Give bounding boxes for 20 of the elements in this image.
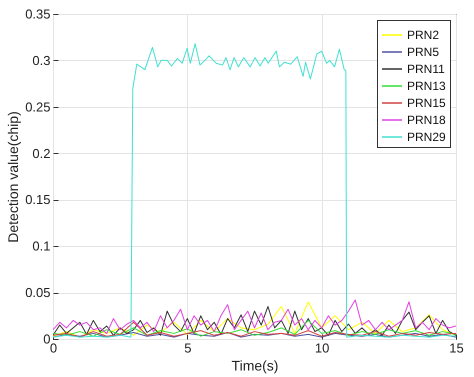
legend-label: PRN13 <box>407 79 446 93</box>
legend-label: PRN15 <box>407 96 446 110</box>
y-tick-label: 0.05 <box>25 285 50 300</box>
y-tick-label: 0.3 <box>32 52 50 68</box>
y-tick-label: 0.2 <box>32 146 50 161</box>
legend-label: PRN29 <box>407 130 446 144</box>
y-tick-label: 0.35 <box>25 6 50 22</box>
x-tick-label: 10 <box>314 340 330 356</box>
x-tick-label: 15 <box>449 340 464 356</box>
legend-label: PRN2 <box>407 28 440 42</box>
y-axis-title: Detection value(chip) <box>5 111 22 243</box>
x-tick-label: 5 <box>184 340 192 356</box>
legend-label: PRN11 <box>407 62 446 76</box>
y-tick-label: 0.25 <box>25 99 50 114</box>
y-tick-label: 0.15 <box>25 192 50 208</box>
legend-label: PRN5 <box>407 45 440 59</box>
x-axis-title: Time(s) <box>232 358 278 374</box>
line-series <box>53 306 456 336</box>
y-tick-label: 0.1 <box>32 238 50 254</box>
legend-label: PRN18 <box>407 113 446 127</box>
